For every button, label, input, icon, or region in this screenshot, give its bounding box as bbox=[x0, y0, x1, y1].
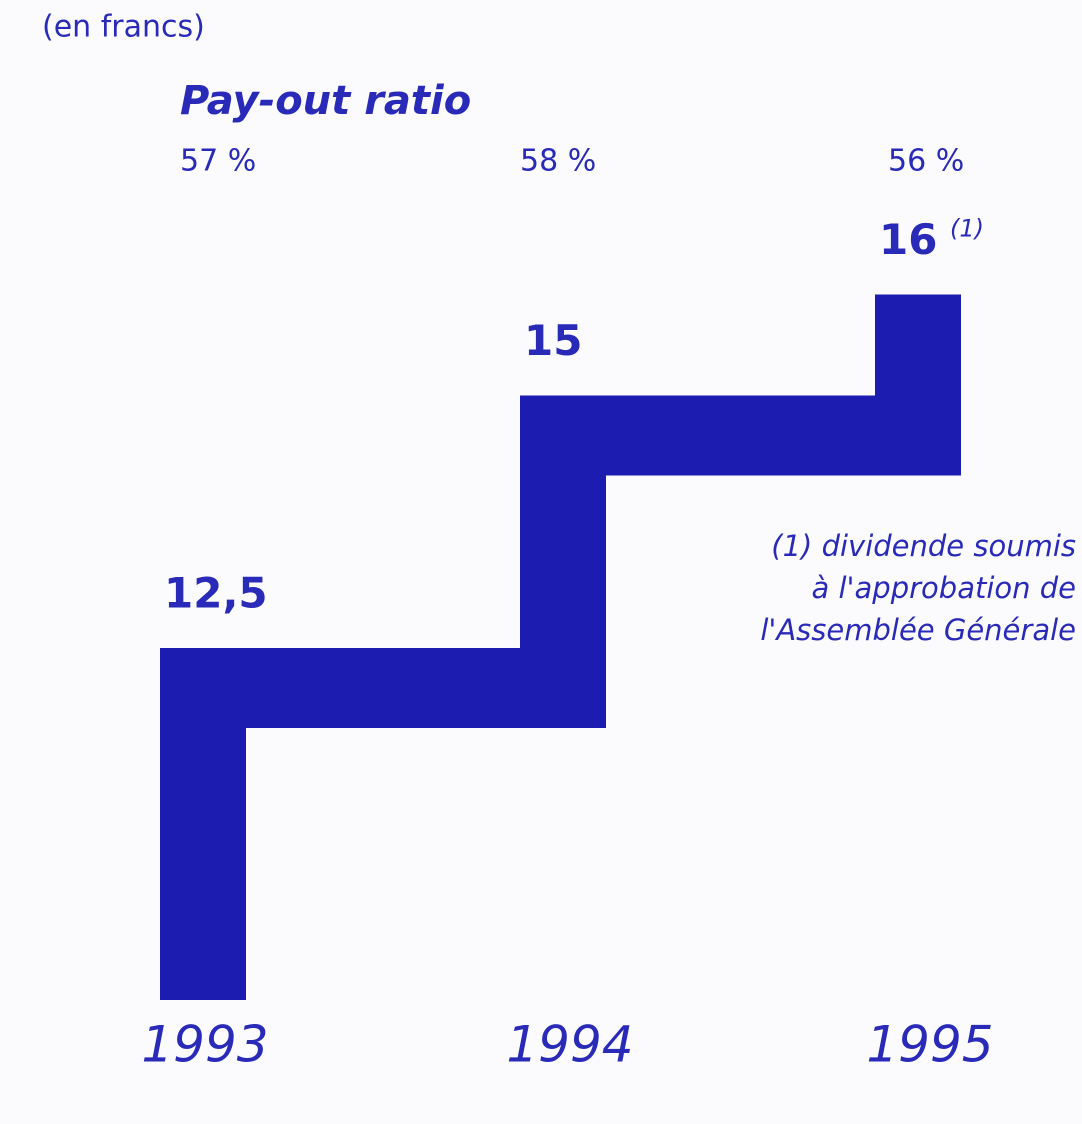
ratio-title: Pay-out ratio bbox=[180, 78, 471, 124]
x-tick-label: 1994 bbox=[506, 1016, 633, 1074]
chart: (en francs) Pay-out ratio 12,5 15 16 (1) 57 … bbox=[0, 0, 1082, 1124]
footnote-line: à l'approbation de bbox=[812, 571, 1076, 605]
footnote-line: l'Assemblée Générale bbox=[760, 613, 1076, 647]
ratio-label: 57 % bbox=[180, 144, 256, 179]
step-segment bbox=[875, 295, 961, 476]
value-label: 16 bbox=[879, 215, 937, 264]
x-tick-label: 1993 bbox=[141, 1016, 268, 1074]
footnote-line: (1) dividende soumis bbox=[771, 529, 1076, 563]
x-tick-label: 1995 bbox=[866, 1016, 993, 1074]
footnote-marker: (1) bbox=[950, 215, 984, 243]
value-label: 15 bbox=[524, 316, 582, 365]
ratio-label: 58 % bbox=[520, 144, 596, 179]
subtitle: (en francs) bbox=[42, 10, 205, 45]
value-label: 12,5 bbox=[164, 569, 268, 618]
ratio-label: 56 % bbox=[888, 144, 964, 179]
